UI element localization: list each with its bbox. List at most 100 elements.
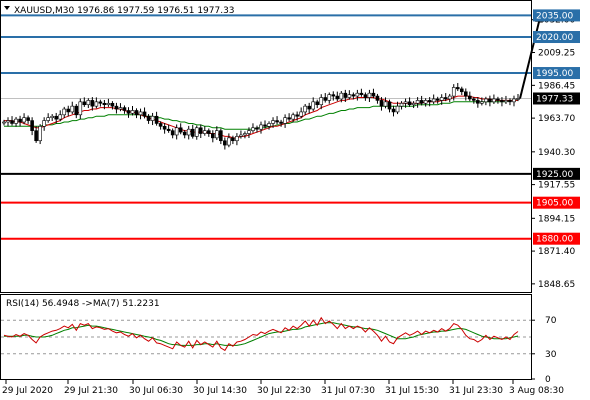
candle-body-34 xyxy=(138,111,143,116)
time-axis: 29 Jul 2020 29 Jul 21:30 30 Jul 06:30 30 Ju… xyxy=(2,380,564,396)
candle-body-0 xyxy=(2,121,6,124)
candle-body-21 xyxy=(86,100,91,106)
price-levels xyxy=(1,14,531,240)
level-label-3: 1925.00 xyxy=(536,170,573,180)
candle-body-39 xyxy=(158,123,163,127)
candle-body-52 xyxy=(211,133,215,139)
candle-body-121 xyxy=(488,98,492,103)
candle-body-126 xyxy=(508,100,512,103)
candle-body-48 xyxy=(194,127,199,137)
header: XAUUSD,M30 1976.86 1977.59 1976.51 1977.… xyxy=(4,6,235,16)
candle-body-107 xyxy=(431,98,436,103)
candle-body-94 xyxy=(379,100,384,107)
current-price-label: 1977.33 xyxy=(536,94,573,104)
candle-body-111 xyxy=(447,95,452,100)
x-tick-label-4: 30 Jul 22:30 xyxy=(257,386,311,396)
candle-body-64 xyxy=(259,124,263,130)
candle-body-65 xyxy=(263,124,267,127)
candle-body-80 xyxy=(323,97,328,101)
candle-body-124 xyxy=(500,100,504,103)
candle-body-104 xyxy=(419,100,424,104)
level-label-1: 2020.00 xyxy=(536,33,573,43)
candle-body-58 xyxy=(235,136,239,142)
candle-body-77 xyxy=(311,101,316,110)
x-tick-label-7: 31 Jul 23:30 xyxy=(449,386,503,396)
y-tick-label-2: 1986.45 xyxy=(538,81,575,91)
x-tick-label-3: 30 Jul 14:30 xyxy=(193,386,247,396)
level-label-bg-1 xyxy=(533,31,580,44)
level-label-2: 1995.00 xyxy=(536,69,573,79)
candle-body-78 xyxy=(315,101,320,106)
candle-body-102 xyxy=(411,102,416,106)
candle-body-110 xyxy=(443,97,448,100)
candle-body-116 xyxy=(468,95,472,100)
candle-body-61 xyxy=(247,130,251,134)
price-axis: 2032.002009.251986.451963.701940.301917.… xyxy=(531,16,575,290)
candle-body-109 xyxy=(439,97,444,101)
candle-body-54 xyxy=(219,130,223,142)
candle-body-28 xyxy=(114,105,119,110)
candle-body-41 xyxy=(166,128,171,131)
candle-body-84 xyxy=(339,92,344,100)
candle-body-113 xyxy=(455,87,460,90)
candle-body-49 xyxy=(198,127,203,134)
candle-body-105 xyxy=(423,100,428,104)
candle-body-32 xyxy=(130,110,135,114)
candle-body-72 xyxy=(291,114,295,120)
level-label-0: 2035.00 xyxy=(536,11,573,21)
candle-body-33 xyxy=(134,110,139,116)
level-labels: 2035.00 2020.00 1995.00 1925.00 1905.00 1880.… xyxy=(533,9,580,245)
candle-body-76 xyxy=(307,105,311,110)
candle-body-79 xyxy=(319,97,324,106)
candle-body-127 xyxy=(512,98,516,103)
dropdown-triangle-icon[interactable] xyxy=(4,6,10,10)
candle-body-10 xyxy=(42,120,46,127)
candle-body-69 xyxy=(279,121,283,124)
candle-body-89 xyxy=(359,92,364,95)
symbol-ohlc-text: XAUUSD,M30 1976.86 1977.59 1976.51 1977.… xyxy=(14,6,235,16)
candle-body-66 xyxy=(267,123,271,127)
x-tick-label-0: 29 Jul 2020 xyxy=(2,386,53,396)
rsi-tick-label-1: 30 xyxy=(545,350,557,360)
candle-body-125 xyxy=(504,100,508,103)
candle-body-46 xyxy=(186,128,191,136)
candle-body-25 xyxy=(102,102,107,106)
candle-body-106 xyxy=(427,100,432,103)
candle-body-7 xyxy=(30,120,34,131)
candle-body-81 xyxy=(327,94,332,101)
candle-body-103 xyxy=(415,100,420,104)
candle-body-108 xyxy=(435,98,440,101)
rsi-plot-frame xyxy=(0,294,532,380)
candle-body-101 xyxy=(407,101,412,106)
candle-body-68 xyxy=(275,120,279,123)
candle-body-35 xyxy=(142,111,147,117)
candle-body-112 xyxy=(451,87,456,97)
candle-body-40 xyxy=(162,126,167,130)
candle-body-59 xyxy=(239,134,243,137)
candle-body-86 xyxy=(347,94,352,98)
candle-body-15 xyxy=(62,108,67,116)
candle-body-96 xyxy=(387,101,392,110)
candle-body-19 xyxy=(78,101,83,116)
rsi-tick-label-0: 70 xyxy=(545,316,557,326)
candle-body-57 xyxy=(231,137,235,142)
candle-body-1 xyxy=(6,120,10,123)
candle-body-97 xyxy=(391,108,396,113)
candle-body-53 xyxy=(215,130,219,139)
candle-body-82 xyxy=(331,94,336,97)
candle-body-31 xyxy=(126,110,131,114)
candle-body-45 xyxy=(182,131,187,136)
level-label-bg-3 xyxy=(533,167,580,180)
x-tick-label-6: 31 Jul 15:30 xyxy=(385,386,439,396)
candle-body-71 xyxy=(287,117,291,120)
candle-body-8 xyxy=(34,130,38,142)
candle-body-22 xyxy=(90,100,95,107)
candles xyxy=(2,82,520,150)
candle-body-26 xyxy=(106,102,111,106)
rsi-panel: 70 30 0 xyxy=(1,316,557,385)
level-label-bg-2 xyxy=(533,67,580,80)
candle-body-98 xyxy=(395,105,400,113)
level-label-5: 1880.00 xyxy=(536,235,573,245)
candle-body-83 xyxy=(335,95,340,100)
